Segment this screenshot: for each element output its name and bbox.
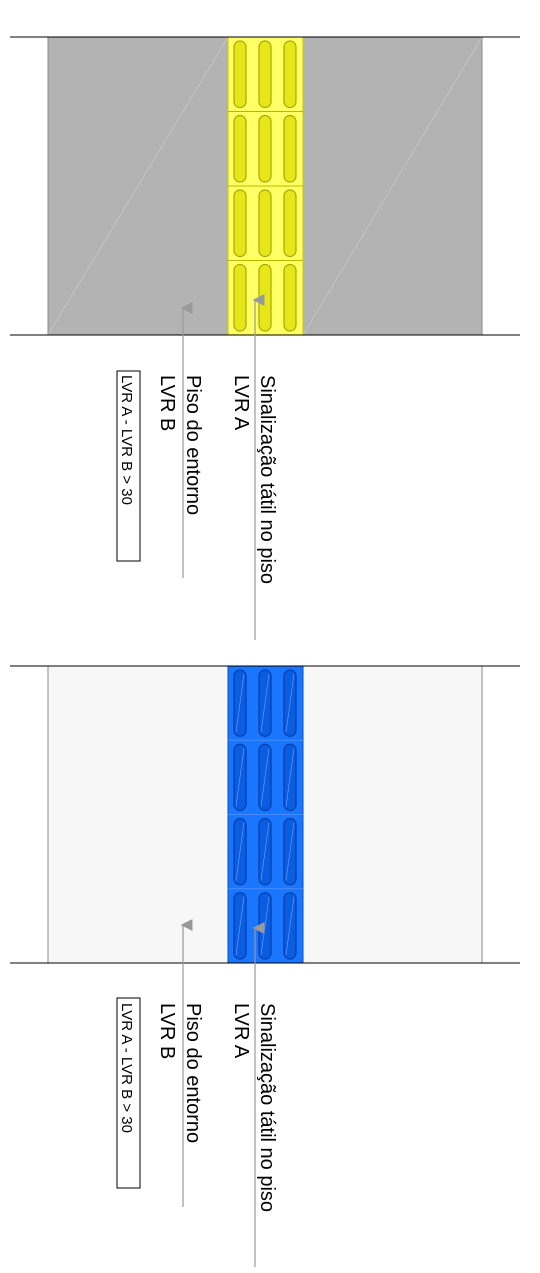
bar-sheen (235, 822, 245, 881)
label-lvr-b: LVR B (156, 1003, 178, 1059)
label-tactile-title: Sinalização tátil no piso (256, 1003, 278, 1212)
bar-sheen (235, 896, 245, 956)
label-lvr-b: LVR B (156, 375, 178, 431)
tactile-bar (258, 189, 272, 258)
floor-diagonal (47, 36, 229, 336)
rule-box (116, 997, 141, 1189)
tactile-bar (233, 263, 247, 332)
bar-sheen (260, 748, 270, 807)
bar-sheen (260, 822, 270, 881)
tactile-strip-blue (227, 665, 304, 964)
rule-box (116, 370, 141, 562)
label-lvr-a: LVR A (230, 375, 252, 431)
label-surround-title: Piso do entorno (182, 375, 204, 515)
tactile-bar (283, 189, 297, 258)
tactile-strip-yellow (227, 36, 304, 336)
bar-sheen (285, 822, 295, 881)
tactile-bar (233, 40, 247, 109)
tactile-bar (283, 40, 297, 109)
tactile-bar (233, 189, 247, 258)
bar-sheen (260, 673, 270, 733)
label-rule: LVR A - LVR B > 30 (118, 375, 135, 505)
panel-top: Sinalização tátil no piso LVR A Piso do … (10, 36, 520, 640)
tactile-bar (258, 263, 272, 332)
label-tactile-title: Sinalização tátil no piso (256, 375, 278, 584)
bar-sheen (285, 673, 295, 733)
bar-sheen (235, 748, 245, 807)
bar-sheen (260, 896, 270, 956)
floor-diagonal (302, 36, 483, 336)
label-rule: LVR A - LVR B > 30 (118, 1003, 135, 1133)
label-lvr-a: LVR A (230, 1003, 252, 1059)
bar-sheen (285, 748, 295, 807)
bar-sheen (285, 896, 295, 956)
tactile-bar (283, 114, 297, 183)
bar-sheen (235, 673, 245, 733)
tactile-bar (258, 40, 272, 109)
label-surround-title: Piso do entorno (182, 1003, 204, 1143)
panel-bottom: Sinalização tátil no piso LVR A Piso do … (10, 665, 520, 1267)
tactile-bar (258, 114, 272, 183)
tactile-bar (233, 114, 247, 183)
tactile-bar (283, 263, 297, 332)
